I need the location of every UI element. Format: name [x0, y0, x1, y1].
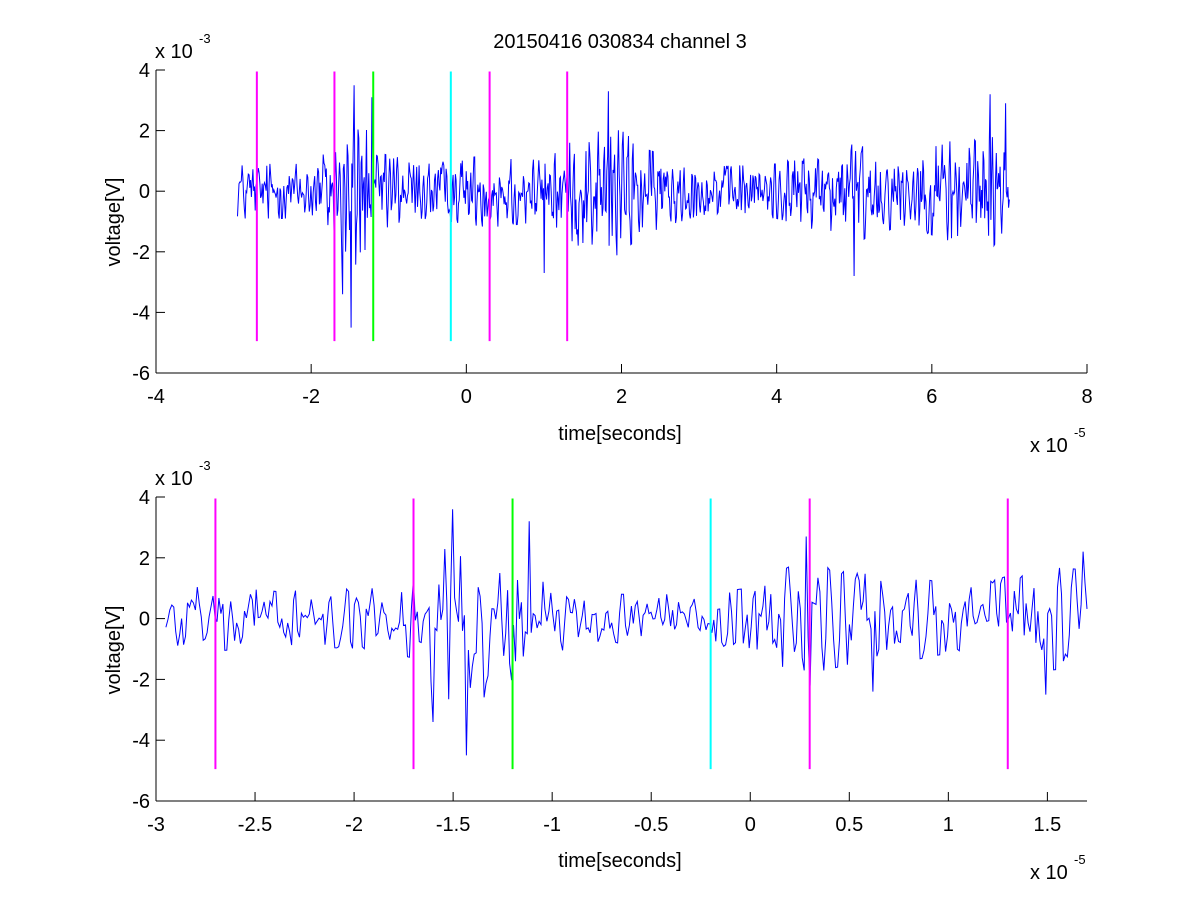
bottom-x-tick-label: 1	[943, 814, 954, 836]
bottom-y-tick-label: 0	[139, 609, 150, 631]
bottom-y-tick-label: -6	[132, 791, 150, 813]
top-y-tick-label: 2	[139, 121, 150, 143]
top-y-tick-label: -6	[132, 363, 150, 385]
top-y-tick-label: 0	[139, 181, 150, 203]
top-y-axis-label: voltage[V]	[103, 178, 125, 267]
top-x-exponent-power: -5	[1074, 425, 1086, 440]
bottom-y-ticks: -6 -4 -2 0 2 4	[132, 487, 165, 813]
figure-title: 20150416 030834 channel 3	[493, 31, 747, 53]
top-y-tick-label: 4	[139, 60, 150, 82]
top-x-tick-label: 6	[926, 386, 937, 408]
top-signal-series	[237, 85, 1010, 328]
top-x-tick-label: 0	[461, 386, 472, 408]
top-x-axis-label: time[seconds]	[558, 423, 681, 445]
top-x-tick-label: -2	[302, 386, 320, 408]
bottom-x-tick-label: -3	[147, 814, 165, 836]
top-y-ticks: -6 -4 -2 0 2 4	[132, 60, 165, 385]
bottom-x-ticks: -3 -2.5 -2 -1.5 -1 -0.5 0 0.5 1 1.5	[147, 792, 1061, 836]
bottom-x-tick-label: -0.5	[634, 814, 668, 836]
top-y-tick-label: -4	[132, 302, 150, 324]
top-y-exponent-base: x 10	[155, 41, 193, 63]
bottom-axes-frame	[155, 497, 1087, 802]
top-y-exponent-power: -3	[199, 31, 211, 46]
bottom-x-tick-label: -2.5	[238, 814, 272, 836]
bottom-y-exponent-power: -3	[199, 458, 211, 473]
top-x-tick-label: 2	[616, 386, 627, 408]
bottom-x-tick-label: -2	[345, 814, 363, 836]
top-plot-lines	[237, 71, 1010, 342]
bottom-y-exponent-base: x 10	[155, 468, 193, 490]
bottom-x-tick-label: 1.5	[1033, 814, 1061, 836]
bottom-x-tick-label: -1	[543, 814, 561, 836]
top-x-tick-label: -4	[147, 386, 165, 408]
top-x-exponent-base: x 10	[1030, 435, 1068, 457]
top-y-tick-label: -2	[132, 242, 150, 264]
axes-bottom: -3 -2.5 -2 -1.5 -1 -0.5 0 0.5 1 1.5 -6 -4 -2 0 2 4 tim…	[103, 458, 1088, 884]
bottom-y-axis-label: voltage[V]	[103, 606, 125, 695]
bottom-x-axis-label: time[seconds]	[558, 850, 681, 872]
bottom-x-exponent-base: x 10	[1030, 862, 1068, 884]
bottom-y-tick-label: 2	[139, 548, 150, 570]
bottom-y-tick-label: -4	[132, 730, 150, 752]
bottom-x-tick-label: -1.5	[436, 814, 470, 836]
bottom-x-exponent-power: -5	[1074, 852, 1086, 867]
top-x-tick-label: 8	[1081, 386, 1092, 408]
bottom-y-tick-label: 4	[139, 487, 150, 509]
bottom-x-tick-label: 0	[745, 814, 756, 836]
top-x-tick-label: 4	[771, 386, 782, 408]
top-x-ticks: -4 -2 0 2 4 6 8	[147, 364, 1093, 408]
bottom-signal-series	[165, 509, 1088, 756]
bottom-x-tick-label: 0.5	[835, 814, 863, 836]
bottom-plot-lines	[165, 498, 1088, 770]
bottom-y-tick-label: -2	[132, 669, 150, 691]
